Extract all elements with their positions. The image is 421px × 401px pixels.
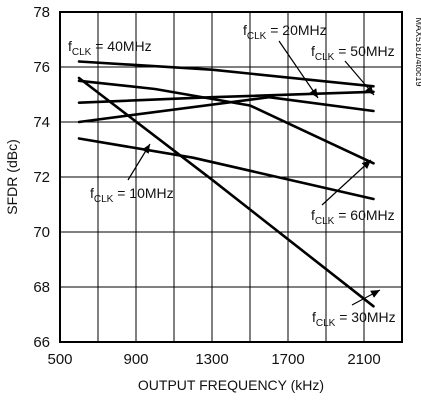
series-line: [77, 79, 375, 165]
x-tick-label: 1300: [195, 351, 228, 368]
series-line: [77, 95, 375, 124]
figure-id-label: MAX5181/4toc19: [414, 17, 421, 86]
x-tick-label: 2100: [347, 351, 380, 368]
y-axis-label: SFDR (dBc): [4, 139, 20, 214]
y-tick-label: 66: [33, 334, 50, 351]
series-line: [77, 90, 375, 104]
series-line: [77, 60, 375, 88]
series-line: [77, 76, 375, 308]
series-line: [77, 137, 375, 201]
annotation-a20: fCLK = 20MHz: [243, 22, 327, 42]
x-axis-label: OUTPUT FREQUENCY (kHz): [138, 377, 324, 393]
annotation-a10: fCLK = 10MHz: [90, 185, 174, 205]
y-tick-label: 76: [33, 59, 50, 76]
annotation-arrowhead: [309, 88, 318, 98]
x-tick-label: 1700: [271, 351, 304, 368]
annotation-a60: fCLK = 60MHz: [311, 207, 395, 227]
annotation-a50: fCLK = 50MHz: [311, 43, 395, 63]
y-tick-label: 74: [33, 114, 50, 131]
annotation-arrowhead: [370, 290, 380, 298]
plot-frame: [59, 11, 403, 343]
annotation-arrowhead: [361, 160, 371, 169]
x-tick-label: 900: [123, 351, 148, 368]
annotation-arrowhead: [141, 144, 150, 154]
annotation-arrow-line: [278, 40, 319, 99]
y-tick-label: 78: [33, 4, 50, 21]
annotation-a30: fCLK = 30MHz: [312, 309, 396, 329]
x-tick-label: 500: [47, 351, 72, 368]
tick-labels: 500 900 1300 1700 2100 66 68 70 72 74 76 78: [33, 4, 380, 368]
y-tick-label: 72: [33, 169, 50, 186]
annotation-arrows: [127, 40, 381, 306]
annotation-arrowhead: [365, 85, 374, 95]
y-tick-label: 70: [33, 224, 50, 241]
series-lines: [77, 60, 375, 308]
y-tick-label: 68: [33, 279, 50, 296]
annotation-arrow-line: [321, 159, 372, 206]
annotation-a40: fCLK = 40MHz: [68, 38, 152, 58]
